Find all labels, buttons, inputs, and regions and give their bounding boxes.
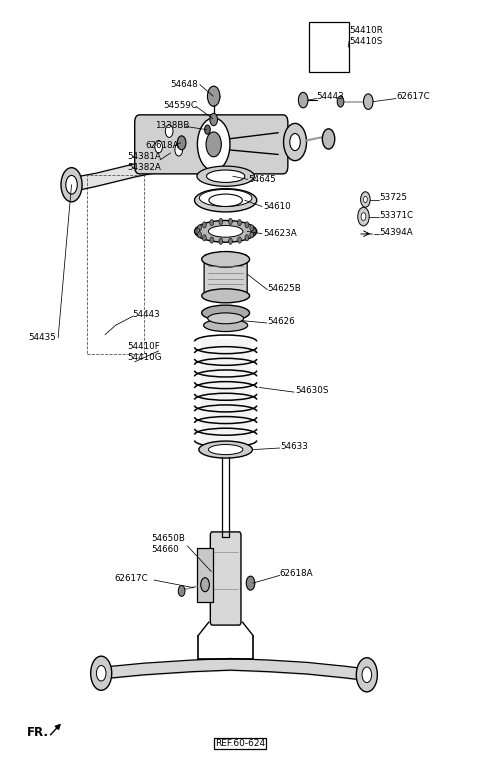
Text: 54633: 54633 <box>281 442 309 451</box>
Circle shape <box>252 228 255 234</box>
Circle shape <box>219 238 223 244</box>
Text: 53725: 53725 <box>379 194 407 202</box>
Text: FR.: FR. <box>27 726 49 739</box>
Text: 62617C: 62617C <box>396 93 430 101</box>
Circle shape <box>196 228 200 234</box>
Circle shape <box>175 144 182 156</box>
Ellipse shape <box>208 313 243 324</box>
Circle shape <box>361 212 366 220</box>
Circle shape <box>238 219 241 226</box>
Circle shape <box>219 219 223 225</box>
FancyBboxPatch shape <box>135 115 288 173</box>
Circle shape <box>284 124 307 161</box>
Circle shape <box>358 207 369 226</box>
Ellipse shape <box>202 251 250 267</box>
Text: 54435: 54435 <box>28 333 56 342</box>
Circle shape <box>290 134 300 151</box>
Text: 54648: 54648 <box>170 80 198 89</box>
Circle shape <box>337 96 344 107</box>
Text: 62617C: 62617C <box>114 574 148 583</box>
Text: 54645: 54645 <box>249 175 276 184</box>
Circle shape <box>210 219 214 226</box>
Bar <box>201 338 251 443</box>
Bar <box>310 22 348 72</box>
Text: 54610: 54610 <box>263 202 291 211</box>
Circle shape <box>228 219 232 225</box>
Text: 54625B: 54625B <box>268 283 301 293</box>
Circle shape <box>363 196 367 202</box>
Text: 54623A: 54623A <box>263 230 297 238</box>
Text: 54626: 54626 <box>268 317 295 326</box>
Circle shape <box>299 93 308 108</box>
FancyBboxPatch shape <box>210 532 241 625</box>
Circle shape <box>61 168 82 202</box>
Ellipse shape <box>202 289 250 303</box>
Circle shape <box>165 125 173 138</box>
Circle shape <box>66 175 77 194</box>
Circle shape <box>177 136 186 150</box>
Text: 54630S: 54630S <box>295 386 328 395</box>
Text: 54410F
54410G: 54410F 54410G <box>128 342 162 362</box>
Text: 62618A: 62618A <box>280 569 313 578</box>
Circle shape <box>204 125 210 135</box>
Circle shape <box>203 222 206 228</box>
Text: 53371C: 53371C <box>379 211 413 219</box>
Circle shape <box>96 665 106 681</box>
Ellipse shape <box>207 93 220 101</box>
Ellipse shape <box>194 188 257 212</box>
Text: 1338BB: 1338BB <box>155 121 189 130</box>
Text: 54410R
54410S: 54410R 54410S <box>349 26 383 47</box>
FancyBboxPatch shape <box>204 254 247 300</box>
Ellipse shape <box>202 305 250 321</box>
Circle shape <box>323 129 335 149</box>
FancyBboxPatch shape <box>197 548 213 602</box>
Circle shape <box>210 114 217 126</box>
Text: 54394A: 54394A <box>379 229 413 237</box>
Text: 62618A: 62618A <box>145 141 179 149</box>
Text: 54443: 54443 <box>132 310 160 319</box>
Ellipse shape <box>209 194 242 206</box>
Text: 54559C: 54559C <box>163 101 197 110</box>
Ellipse shape <box>204 319 248 331</box>
Circle shape <box>155 141 162 153</box>
Circle shape <box>203 235 206 241</box>
Circle shape <box>246 576 255 591</box>
Ellipse shape <box>206 170 245 182</box>
Circle shape <box>238 237 241 244</box>
Text: 54650B
54660: 54650B 54660 <box>152 534 185 555</box>
Bar <box>87 175 144 354</box>
Text: 54443: 54443 <box>317 93 344 101</box>
Circle shape <box>207 86 220 107</box>
Circle shape <box>228 238 232 244</box>
Text: REF.60-624: REF.60-624 <box>215 739 265 748</box>
Circle shape <box>206 132 221 157</box>
Circle shape <box>363 94 373 110</box>
Circle shape <box>245 235 249 241</box>
Circle shape <box>201 578 209 592</box>
Text: 54381A
54382A: 54381A 54382A <box>128 152 161 172</box>
Ellipse shape <box>208 444 243 454</box>
Circle shape <box>362 667 372 682</box>
Circle shape <box>250 225 253 231</box>
Circle shape <box>198 225 202 231</box>
Circle shape <box>210 237 214 244</box>
Circle shape <box>91 656 112 690</box>
Circle shape <box>356 657 377 692</box>
Circle shape <box>197 118 230 171</box>
Circle shape <box>360 191 370 207</box>
Ellipse shape <box>208 226 243 237</box>
Ellipse shape <box>197 166 254 186</box>
Circle shape <box>178 586 185 597</box>
Circle shape <box>198 232 202 238</box>
Ellipse shape <box>199 189 252 206</box>
Circle shape <box>245 222 249 228</box>
Circle shape <box>250 232 253 238</box>
Ellipse shape <box>199 441 252 458</box>
Ellipse shape <box>194 220 257 242</box>
